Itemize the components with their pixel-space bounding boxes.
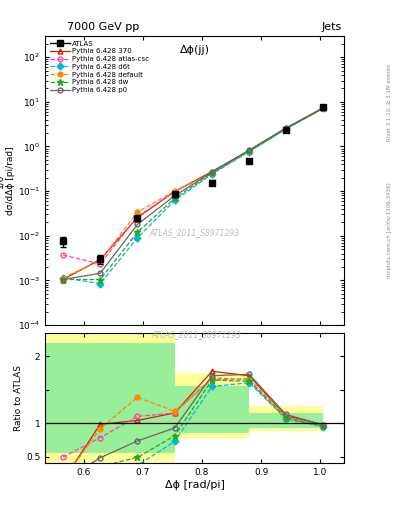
Text: Δϕ(jj): Δϕ(jj)	[180, 45, 209, 54]
X-axis label: Δϕ [rad/pi]: Δϕ [rad/pi]	[165, 480, 224, 490]
Text: Jets: Jets	[321, 22, 342, 32]
Text: 7000 GeV pp: 7000 GeV pp	[67, 22, 139, 32]
Y-axis label: Ratio to ATLAS: Ratio to ATLAS	[14, 365, 23, 431]
Text: Rivet 3.1.10; ≥ 3.1M events: Rivet 3.1.10; ≥ 3.1M events	[387, 64, 392, 141]
Text: mcplots.cern.ch [arXiv:1306.3436]: mcplots.cern.ch [arXiv:1306.3436]	[387, 183, 392, 278]
Text: ATLAS_2011_S8971293: ATLAS_2011_S8971293	[151, 330, 242, 339]
Legend: ATLAS, Pythia 6.428 370, Pythia 6.428 atlas-csc, Pythia 6.428 d6t, Pythia 6.428 : ATLAS, Pythia 6.428 370, Pythia 6.428 at…	[47, 38, 152, 96]
Y-axis label: 1/σ
dσ/dΔϕ [pi/rad]: 1/σ dσ/dΔϕ [pi/rad]	[0, 146, 15, 215]
Text: ATLAS_2011_S8971293: ATLAS_2011_S8971293	[149, 228, 240, 237]
